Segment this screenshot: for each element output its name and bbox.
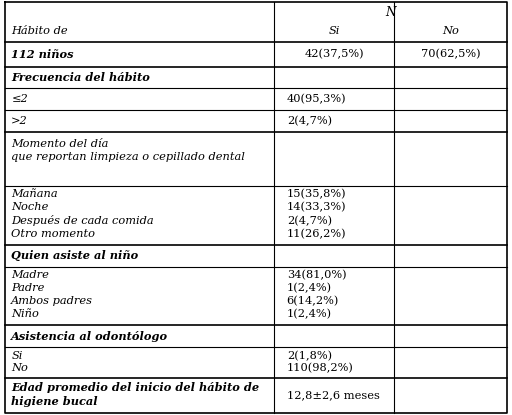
Text: 112 niños: 112 niños [11,49,74,60]
Text: 11(26,2%): 11(26,2%) [287,229,346,239]
Text: Mañana: Mañana [11,189,58,200]
Text: Momento del día: Momento del día [11,139,109,149]
Text: Madre: Madre [11,270,49,280]
Text: 40(95,3%): 40(95,3%) [287,94,346,105]
Text: Padre: Padre [11,283,45,293]
Text: Asistencia al odontólogo: Asistencia al odontólogo [11,331,168,342]
Text: Después de cada comida: Después de cada comida [11,215,154,226]
Text: No: No [11,363,28,373]
Text: N: N [385,7,396,20]
Text: Hábito de: Hábito de [11,26,68,36]
Text: Si: Si [328,26,340,36]
Text: Si: Si [11,351,23,361]
Text: 15(35,8%): 15(35,8%) [287,189,346,200]
Text: Niño: Niño [11,309,39,319]
Text: Ambos padres: Ambos padres [11,296,93,306]
Text: 6(14,2%): 6(14,2%) [287,296,339,306]
Text: 12,8±2,6 meses: 12,8±2,6 meses [287,390,379,400]
Text: Otro momento: Otro momento [11,229,95,239]
Text: Quien asiste al niño: Quien asiste al niño [11,250,139,261]
Text: 2(4,7%): 2(4,7%) [287,116,332,127]
Text: Noche: Noche [11,202,49,212]
Text: Frecuencia del hábito: Frecuencia del hábito [11,72,150,83]
Text: 2(1,8%): 2(1,8%) [287,351,332,361]
Text: 14(33,3%): 14(33,3%) [287,202,346,212]
Text: 1(2,4%): 1(2,4%) [287,283,332,293]
Text: 70(62,5%): 70(62,5%) [421,49,480,60]
Text: 34(81,0%): 34(81,0%) [287,270,346,280]
Text: 2(4,7%): 2(4,7%) [287,215,332,226]
Text: 110(98,2%): 110(98,2%) [287,363,354,374]
Text: 1(2,4%): 1(2,4%) [287,309,332,319]
Text: Edad promedio del inicio del hábito de: Edad promedio del inicio del hábito de [11,382,260,393]
Text: higiene bucal: higiene bucal [11,396,98,407]
Text: No: No [442,26,459,36]
Text: 42(37,5%): 42(37,5%) [304,49,364,60]
Text: ≤2: ≤2 [11,95,28,105]
Text: que reportan limpieza o cepillado dental: que reportan limpieza o cepillado dental [11,152,245,162]
Text: >2: >2 [11,116,28,126]
